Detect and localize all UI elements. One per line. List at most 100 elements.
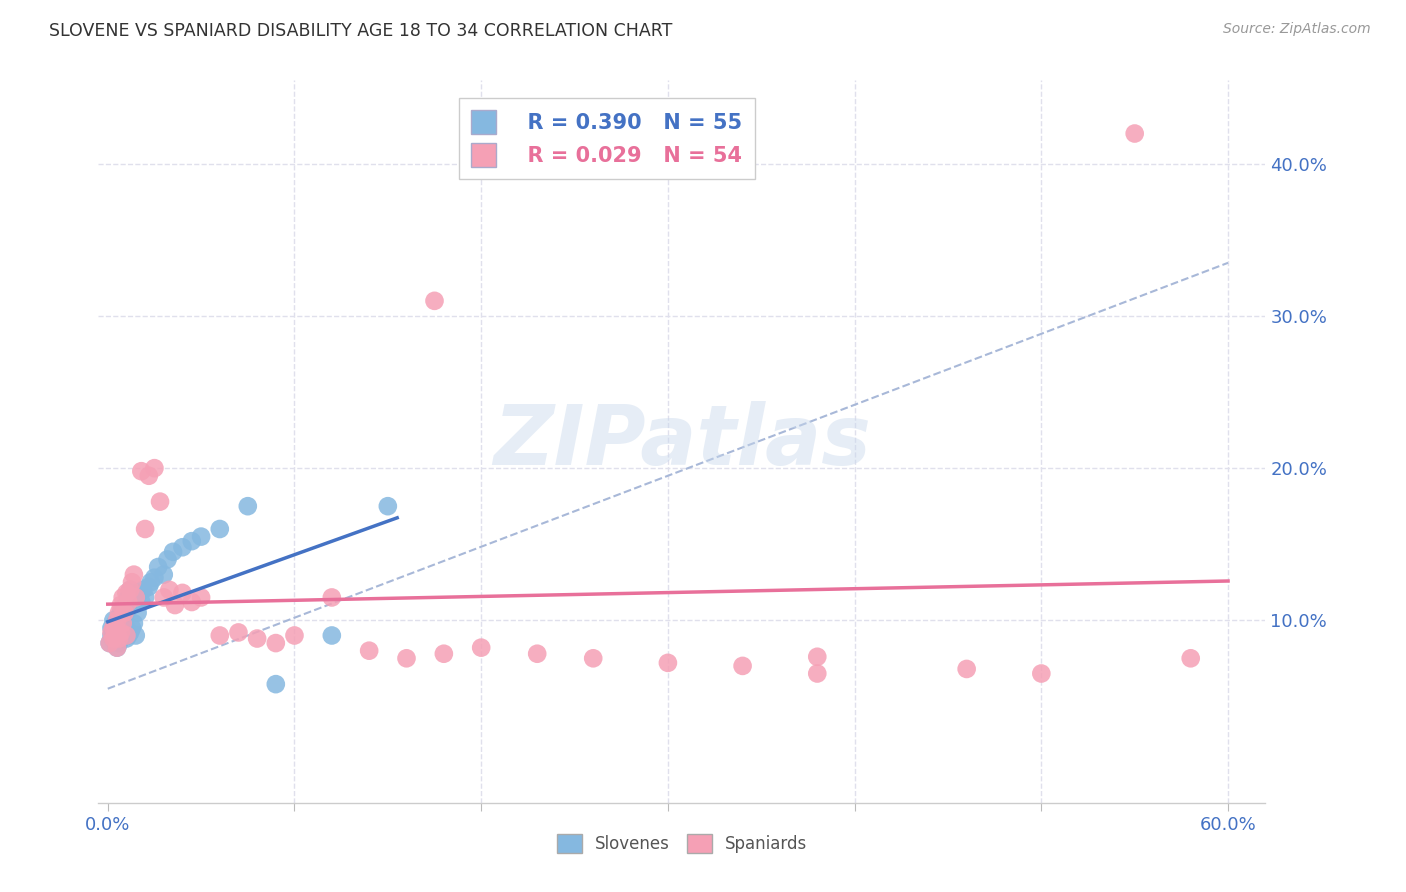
Point — [114, 625, 136, 640]
Point — [152, 591, 174, 605]
Point — [125, 628, 148, 642]
Point — [132, 582, 155, 597]
Point — [105, 640, 128, 655]
Text: SLOVENE VS SPANIARD DISABILITY AGE 18 TO 34 CORRELATION CHART: SLOVENE VS SPANIARD DISABILITY AGE 18 TO… — [49, 22, 672, 40]
Point — [236, 499, 259, 513]
Point — [105, 640, 128, 655]
Point — [121, 575, 143, 590]
Point — [423, 293, 446, 308]
Point — [111, 616, 134, 631]
Point — [163, 598, 186, 612]
Point — [122, 616, 145, 631]
Point — [180, 534, 202, 549]
Point — [111, 628, 134, 642]
Point — [108, 632, 131, 646]
Point — [104, 628, 127, 642]
Point — [110, 598, 132, 612]
Point — [108, 606, 131, 620]
Point — [105, 628, 128, 642]
Point — [127, 606, 149, 620]
Point — [108, 625, 131, 640]
Point — [143, 571, 166, 585]
Point — [180, 595, 202, 609]
Point — [103, 625, 125, 640]
Point — [157, 582, 180, 597]
Point — [156, 552, 179, 566]
Point — [131, 595, 153, 609]
Point — [108, 613, 131, 627]
Point — [138, 580, 160, 594]
Point — [104, 624, 127, 638]
Point — [433, 647, 456, 661]
Point — [100, 625, 122, 640]
Point — [149, 494, 172, 508]
Point — [138, 468, 160, 483]
Point — [125, 591, 148, 605]
Point — [806, 649, 828, 664]
Point — [121, 621, 143, 635]
Point — [395, 651, 418, 665]
Point — [111, 601, 134, 615]
Point — [98, 636, 121, 650]
Point — [114, 606, 136, 620]
Point — [120, 625, 142, 640]
Point — [104, 619, 127, 633]
Point — [321, 591, 343, 605]
Point — [470, 640, 492, 655]
Legend: Slovenes, Spaniards: Slovenes, Spaniards — [550, 827, 814, 860]
Point — [100, 628, 122, 642]
Point — [110, 623, 132, 637]
Point — [111, 591, 134, 605]
Point — [120, 582, 142, 597]
Point — [526, 647, 548, 661]
Point — [172, 586, 194, 600]
Point — [1123, 127, 1146, 141]
Point — [162, 545, 184, 559]
Point — [115, 632, 138, 646]
Point — [264, 677, 287, 691]
Point — [103, 613, 125, 627]
Point — [152, 567, 174, 582]
Point — [122, 567, 145, 582]
Point — [1031, 666, 1053, 681]
Point — [246, 632, 269, 646]
Point — [134, 522, 156, 536]
Point — [1180, 651, 1202, 665]
Point — [128, 586, 150, 600]
Point — [115, 606, 138, 620]
Point — [731, 659, 754, 673]
Point — [190, 591, 212, 605]
Text: Source: ZipAtlas.com: Source: ZipAtlas.com — [1223, 22, 1371, 37]
Point — [172, 541, 194, 555]
Point — [134, 591, 156, 605]
Point — [582, 651, 605, 665]
Point — [98, 636, 121, 650]
Point — [100, 621, 122, 635]
Point — [110, 632, 132, 646]
Point — [111, 619, 134, 633]
Point — [139, 575, 162, 590]
Point — [114, 613, 136, 627]
Point — [131, 464, 153, 478]
Point — [103, 621, 125, 635]
Point — [228, 625, 250, 640]
Point — [146, 560, 169, 574]
Point — [208, 628, 231, 642]
Point — [956, 662, 979, 676]
Point — [117, 595, 139, 609]
Point — [117, 628, 139, 642]
Point — [321, 628, 343, 642]
Point — [125, 591, 148, 605]
Point — [103, 632, 125, 646]
Point — [105, 613, 128, 627]
Point — [104, 633, 127, 648]
Point — [121, 598, 143, 612]
Point — [103, 632, 125, 646]
Point — [264, 636, 287, 650]
Point — [143, 461, 166, 475]
Point — [117, 591, 139, 605]
Point — [110, 606, 132, 620]
Y-axis label: Disability Age 18 to 34: Disability Age 18 to 34 — [0, 347, 8, 536]
Point — [115, 586, 138, 600]
Point — [110, 625, 132, 640]
